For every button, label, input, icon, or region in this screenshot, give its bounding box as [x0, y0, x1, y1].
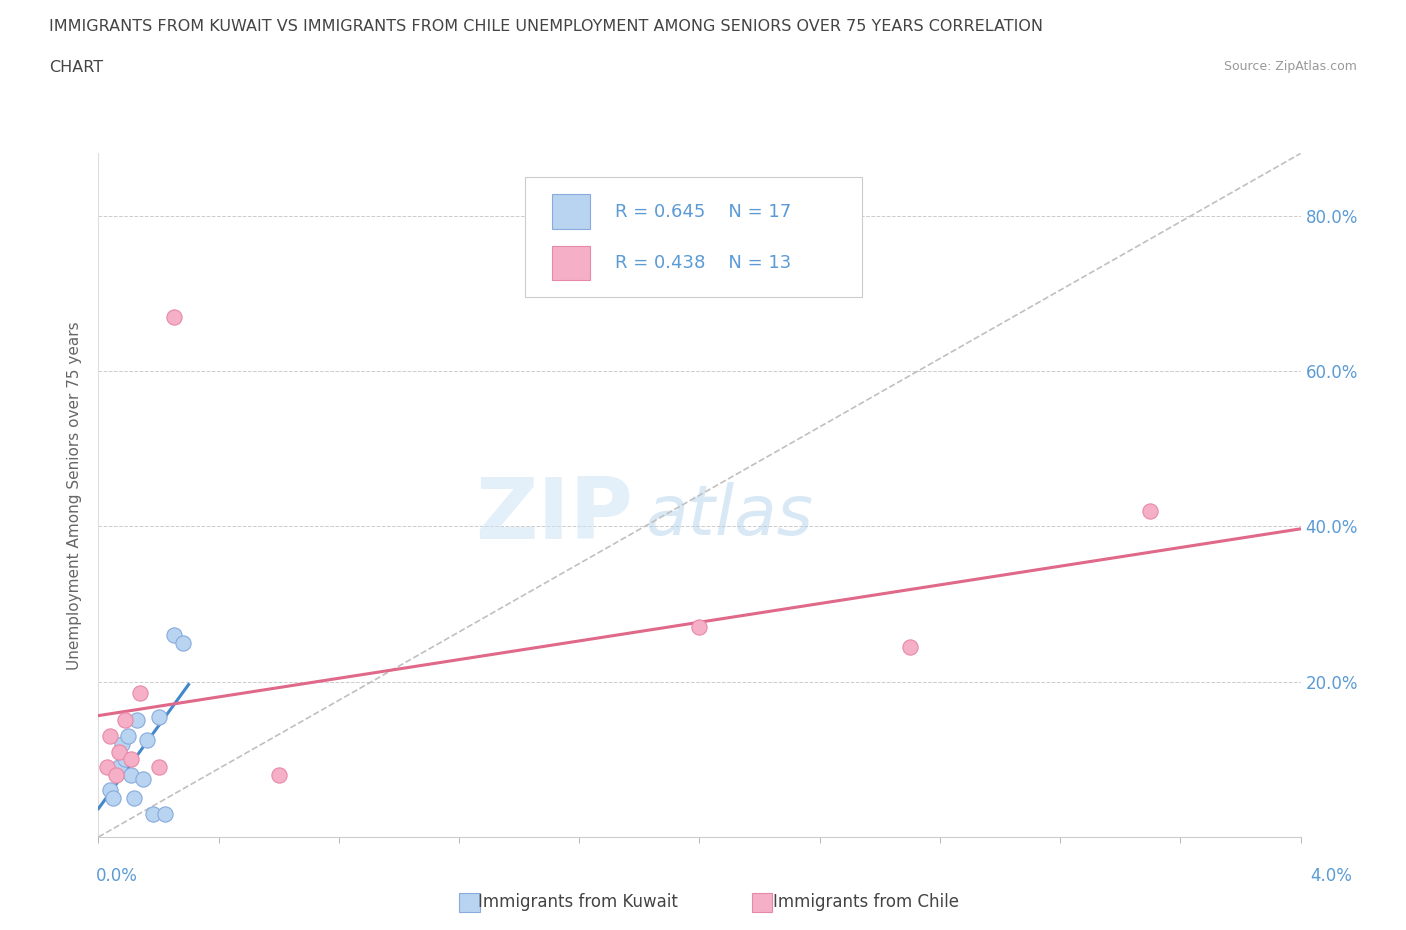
Point	[105, 767, 128, 782]
Point	[114, 713, 136, 728]
Text: 0.0%: 0.0%	[96, 867, 138, 884]
Point	[127, 713, 149, 728]
Point	[108, 760, 131, 775]
Point	[898, 639, 921, 654]
Point	[103, 790, 125, 805]
Point	[117, 728, 139, 743]
Point	[124, 790, 146, 805]
Point	[135, 733, 157, 748]
Text: ZIP: ZIP	[475, 474, 633, 557]
Bar	[752, 893, 772, 911]
Point	[689, 619, 711, 634]
Point	[267, 767, 290, 782]
Point	[114, 751, 136, 766]
Point	[132, 771, 155, 786]
Point	[172, 635, 194, 650]
Text: atlas: atlas	[645, 483, 814, 550]
Text: Source: ZipAtlas.com: Source: ZipAtlas.com	[1223, 60, 1357, 73]
Point	[1139, 503, 1161, 518]
Point	[96, 760, 118, 775]
Point	[162, 628, 184, 643]
Point	[121, 751, 143, 766]
Bar	[460, 893, 479, 911]
Point	[141, 806, 163, 821]
Text: Immigrants from Kuwait: Immigrants from Kuwait	[478, 893, 678, 911]
Point	[148, 760, 170, 775]
Point	[100, 728, 122, 743]
Point	[153, 806, 176, 821]
FancyBboxPatch shape	[551, 246, 591, 280]
FancyBboxPatch shape	[551, 194, 591, 229]
Y-axis label: Unemployment Among Seniors over 75 years: Unemployment Among Seniors over 75 years	[67, 321, 83, 670]
Text: R = 0.645    N = 17: R = 0.645 N = 17	[616, 203, 792, 220]
Point	[121, 767, 143, 782]
Text: 4.0%: 4.0%	[1310, 867, 1353, 884]
Text: CHART: CHART	[49, 60, 103, 75]
Text: Immigrants from Chile: Immigrants from Chile	[773, 893, 959, 911]
FancyBboxPatch shape	[526, 178, 862, 297]
Point	[148, 710, 170, 724]
Text: IMMIGRANTS FROM KUWAIT VS IMMIGRANTS FROM CHILE UNEMPLOYMENT AMONG SENIORS OVER : IMMIGRANTS FROM KUWAIT VS IMMIGRANTS FRO…	[49, 19, 1043, 33]
Point	[129, 685, 152, 700]
Point	[111, 737, 134, 751]
Point	[162, 309, 184, 324]
Point	[100, 783, 122, 798]
Point	[105, 764, 128, 778]
Text: R = 0.438    N = 13: R = 0.438 N = 13	[616, 254, 792, 272]
Point	[108, 744, 131, 759]
